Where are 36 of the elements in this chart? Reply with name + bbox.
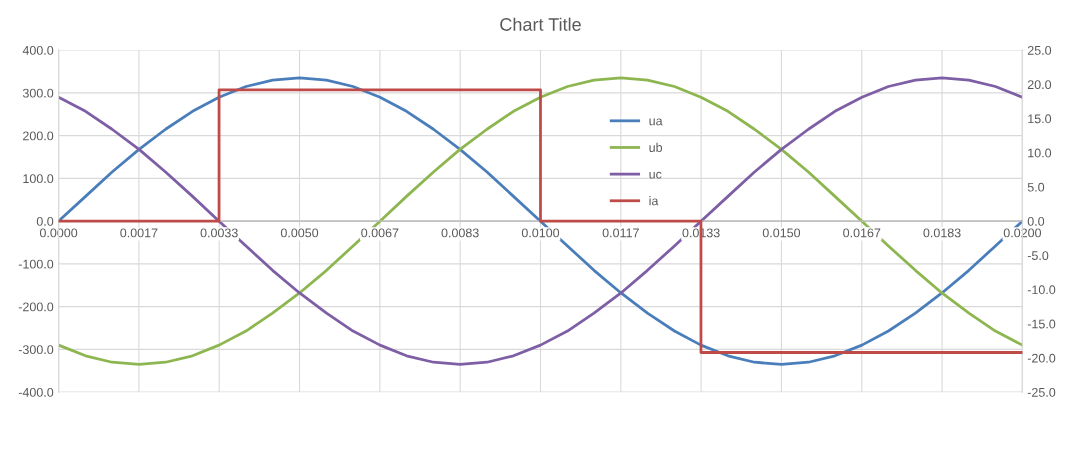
y2-tick-label: 15.0 — [1028, 114, 1052, 124]
y-tick-label: 400.0 — [22, 45, 54, 55]
y-tick-label: 200.0 — [23, 131, 54, 141]
x-tick-label: 0.0100 — [521, 228, 560, 238]
y-tick-label: 0.0 — [36, 216, 54, 226]
legend-label: uc — [649, 171, 662, 179]
x-tick-label: 0.0083 — [441, 228, 479, 238]
y-tick-label: -100.0 — [18, 259, 54, 269]
x-tick-label: 0.0017 — [120, 228, 158, 238]
y-tick-label: -200.0 — [18, 302, 54, 312]
y2-tick-label: 20.0 — [1027, 80, 1052, 90]
x-tick-label: 0.0117 — [602, 228, 639, 238]
legend-label: ia — [649, 196, 659, 206]
y-tick-label: 300.0 — [22, 88, 54, 98]
y2-tick-label: 5.0 — [1027, 182, 1045, 192]
y2-tick-label: 10.0 — [1028, 148, 1052, 158]
y2-tick-label: 0.0 — [1027, 216, 1045, 226]
chart-title: Chart Title — [500, 17, 581, 31]
y2-tick-label: 25.0 — [1027, 45, 1052, 55]
y2-tick-label: -20.0 — [1027, 353, 1056, 363]
y-tick-label: 100.0 — [23, 174, 54, 184]
y2-tick-label: -15.0 — [1027, 319, 1056, 329]
x-tick-label: 0.0050 — [280, 228, 319, 238]
y2-tick-label: -10.0 — [1027, 285, 1056, 295]
x-tick-label: 0.0150 — [762, 228, 801, 238]
y-tick-label: -400.0 — [18, 387, 54, 397]
legend-label: ua — [649, 118, 663, 126]
x-tick-label: 0.0033 — [200, 228, 238, 238]
x-tick-label: 0.0183 — [923, 228, 961, 238]
legend-label: ub — [649, 142, 663, 152]
y2-tick-label: -5.0 — [1027, 251, 1049, 261]
x-tick-label: 0.0167 — [843, 228, 881, 238]
y2-tick-label: -25.0 — [1027, 387, 1056, 397]
x-tick-label: 0.0067 — [361, 228, 399, 238]
y-tick-label: -300.0 — [18, 345, 54, 355]
x-tick-label: 0.0200 — [1003, 228, 1042, 238]
